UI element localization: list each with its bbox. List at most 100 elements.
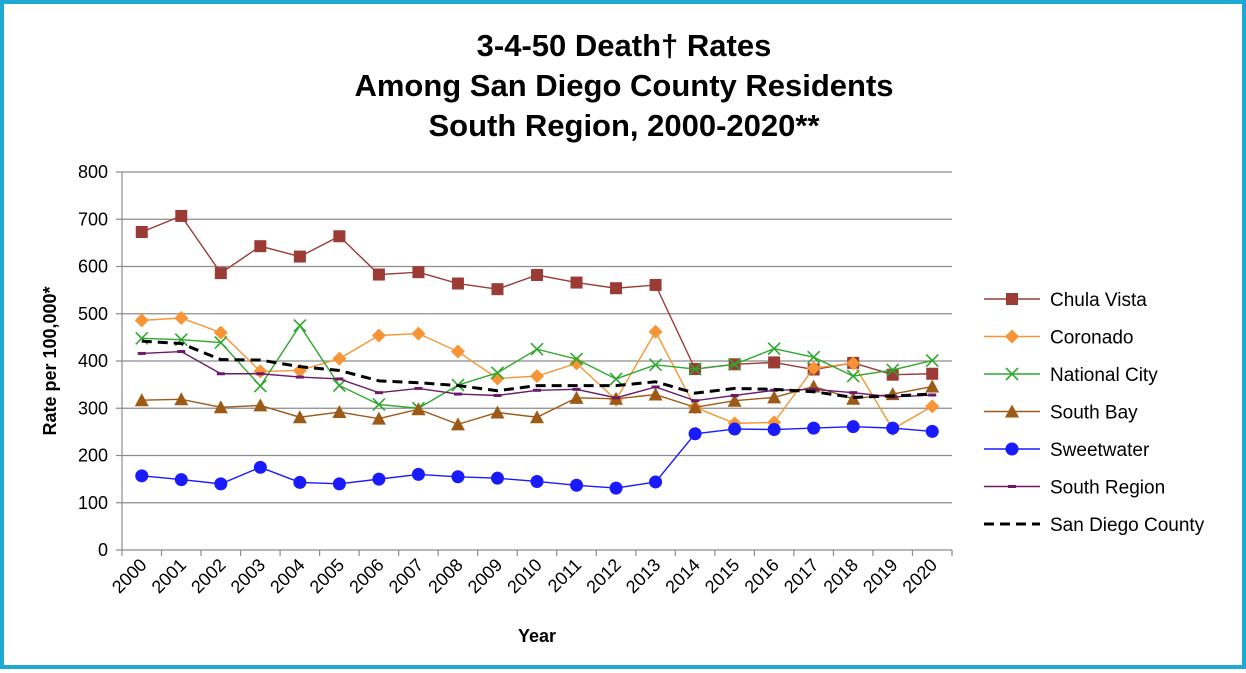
x-mark-stroke <box>807 350 821 364</box>
x-mark-stroke <box>490 366 505 380</box>
x-tick-label: 2000 <box>108 555 150 597</box>
data-point <box>293 250 306 263</box>
data-point <box>569 352 584 366</box>
x-tick-label: 2019 <box>859 555 901 597</box>
x-tick-label: 2011 <box>544 555 586 597</box>
x-tick-label: 2020 <box>899 555 941 597</box>
data-point <box>491 283 504 296</box>
data-point <box>174 392 189 406</box>
data-point <box>134 393 149 407</box>
data-point <box>807 421 821 435</box>
data-point <box>531 269 543 282</box>
data-point <box>688 362 702 376</box>
data-point <box>450 344 465 359</box>
x-tick-label: 2014 <box>661 555 703 597</box>
x-mark-stroke <box>609 372 623 386</box>
chart-title-line: South Region, 2000-2020** <box>428 108 820 143</box>
x-tick-label: 2004 <box>266 555 308 597</box>
data-point <box>332 379 346 393</box>
legend-label: South Bay <box>1050 403 1138 424</box>
series-line <box>141 215 933 376</box>
legend-label: South Region <box>1050 478 1165 499</box>
y-tick-label: 700 <box>78 209 108 229</box>
chart-title-line: Among San Diego County Residents <box>354 68 893 103</box>
x-tick-label: 2017 <box>780 555 822 597</box>
data-point <box>688 427 702 441</box>
data-point <box>925 424 939 438</box>
y-tick-label: 800 <box>78 162 108 182</box>
data-point <box>372 397 386 412</box>
data-point <box>451 277 464 290</box>
data-point <box>332 405 347 419</box>
data-point <box>451 470 465 484</box>
x-tick-label: 2012 <box>582 555 624 597</box>
x-mark-stroke <box>569 352 584 366</box>
data-point <box>886 363 900 377</box>
x-mark-stroke <box>332 379 346 393</box>
data-point <box>886 421 900 435</box>
x-tick-labels: 2000200120022003200420052006200720082009… <box>108 555 941 597</box>
data-point <box>174 473 188 487</box>
data-point <box>135 469 149 483</box>
data-point <box>490 366 505 380</box>
data-point <box>253 398 268 412</box>
legend: Chula Vista Coronado National City South Ba… <box>984 290 1205 536</box>
data-point <box>649 358 663 372</box>
x-mark-stroke <box>135 331 149 345</box>
data-point <box>886 368 899 381</box>
data-point <box>412 266 425 279</box>
data-point <box>530 342 544 356</box>
legend-label: Chula Vista <box>1050 290 1147 311</box>
data-point <box>292 410 307 424</box>
data-point <box>926 367 939 380</box>
data-point <box>213 325 228 340</box>
series-line <box>141 339 933 399</box>
data-point <box>728 422 742 436</box>
series-san-diego-county <box>141 339 933 399</box>
x-tick-label: 2013 <box>622 555 664 597</box>
data-point <box>135 226 148 239</box>
data-point <box>253 460 267 474</box>
data-point <box>175 209 188 222</box>
data-point <box>134 313 149 328</box>
data-point <box>728 357 742 371</box>
y-tick-label: 300 <box>78 398 108 418</box>
data-point <box>293 475 307 489</box>
x-mark-stroke <box>846 369 860 383</box>
data-point <box>767 423 781 437</box>
data-point <box>807 350 821 364</box>
x-tick-label: 2001 <box>148 555 190 597</box>
legend-item: South Region <box>984 478 1165 499</box>
data-point <box>530 474 544 488</box>
data-point <box>846 420 860 434</box>
y-tick-label: 200 <box>78 446 108 466</box>
data-point <box>925 399 940 414</box>
data-point <box>610 282 623 295</box>
data-point <box>332 477 346 491</box>
axes <box>121 172 953 556</box>
data-point <box>174 311 189 326</box>
chart-title-line: 3-4-50 Death† Rates <box>477 28 772 63</box>
data-point <box>411 326 426 341</box>
series-sweetwater <box>135 420 939 495</box>
data-point <box>214 477 228 491</box>
series-lines <box>134 209 940 495</box>
data-point <box>648 387 663 401</box>
legend-marker <box>1005 367 1019 381</box>
data-point <box>254 240 267 253</box>
x-tick-label: 2003 <box>227 555 269 597</box>
data-point <box>490 371 505 386</box>
y-tick-labels: 0 100 200 300 400 500 600 700 800 <box>78 162 108 560</box>
data-point <box>333 230 346 243</box>
data-point <box>411 467 425 481</box>
data-point <box>214 267 227 280</box>
data-point <box>253 379 267 393</box>
x-tick-label: 2005 <box>306 555 348 597</box>
legend-item: South Bay <box>984 403 1138 424</box>
data-point <box>767 342 781 356</box>
y-tick-label: 400 <box>78 351 108 371</box>
x-axis-title: Year <box>518 626 556 646</box>
data-point <box>925 379 940 393</box>
data-point <box>450 417 465 431</box>
